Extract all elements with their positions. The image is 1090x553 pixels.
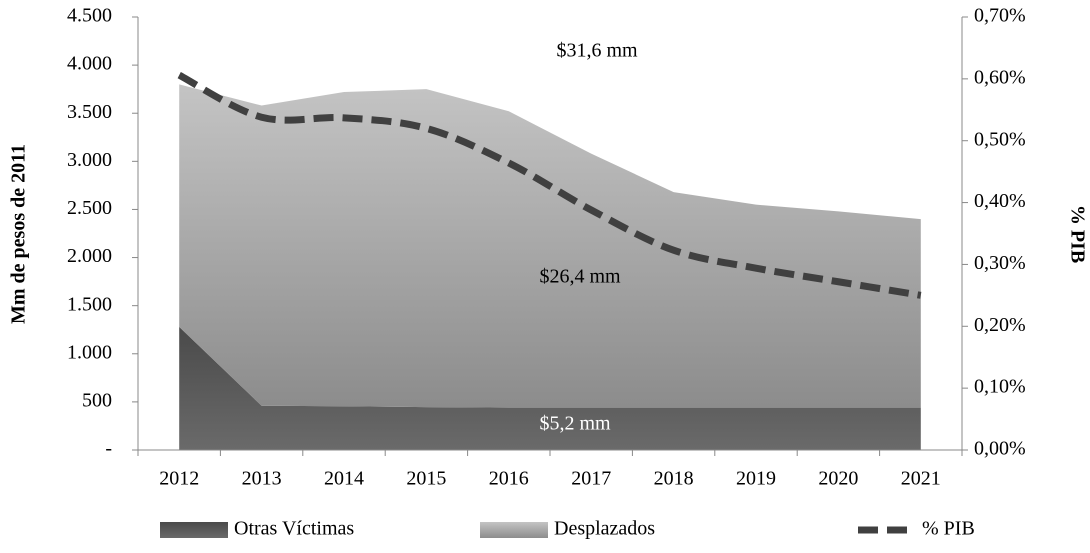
y2-tick-label: 0,00% [974, 438, 1026, 460]
y2-tick-label: 0,10% [974, 376, 1026, 398]
legend-swatch [480, 522, 548, 538]
x-tick-label: 2013 [242, 468, 282, 490]
x-tick-label: 2019 [736, 468, 776, 490]
area [179, 84, 921, 408]
annotation: $5,2 mm [539, 413, 611, 435]
y-tick-label: - [105, 438, 112, 460]
y-axis-label: Mm de pesos de 2011 [8, 144, 30, 324]
annotation: $31,6 mm [556, 40, 638, 62]
y-tick-label: 2.500 [67, 197, 112, 219]
legend-swatch [160, 522, 228, 538]
y2-axis-label: % PIB [1066, 205, 1088, 263]
y2-tick-label: 0,30% [974, 252, 1026, 274]
y-tick-label: 1.500 [67, 293, 112, 315]
x-tick-label: 2018 [654, 468, 694, 490]
y-tick-label: 2.000 [67, 245, 112, 267]
legend-label: Desplazados [554, 518, 655, 540]
y-tick-label: 500 [82, 389, 112, 411]
x-tick-label: 2015 [406, 468, 446, 490]
y-tick-label: 4.500 [67, 5, 112, 27]
line [177, 72, 922, 299]
x-tick-label: 2020 [818, 468, 858, 490]
y2-tick-label: 0,60% [974, 66, 1026, 88]
y2-tick-label: 0,50% [974, 128, 1026, 150]
x-tick-label: 2021 [901, 468, 941, 490]
area [179, 326, 921, 450]
y2-tick-label: 0,70% [974, 5, 1026, 27]
x-tick-label: 2016 [489, 468, 529, 490]
y-tick-label: 3.000 [67, 149, 112, 171]
y2-tick-label: 0,40% [974, 190, 1026, 212]
y-tick-label: 1.000 [67, 341, 112, 363]
x-tick-label: 2017 [571, 468, 611, 490]
x-tick-label: 2012 [159, 468, 199, 490]
x-tick-label: 2014 [324, 468, 364, 490]
y-tick-label: 4.000 [67, 53, 112, 75]
y-tick-label: 3.500 [67, 101, 112, 123]
legend-label: % PIB [922, 518, 975, 540]
y2-tick-label: 0,20% [974, 314, 1026, 336]
legend-label: Otras Víctimas [234, 518, 354, 540]
annotation: $26,4 mm [539, 266, 621, 288]
